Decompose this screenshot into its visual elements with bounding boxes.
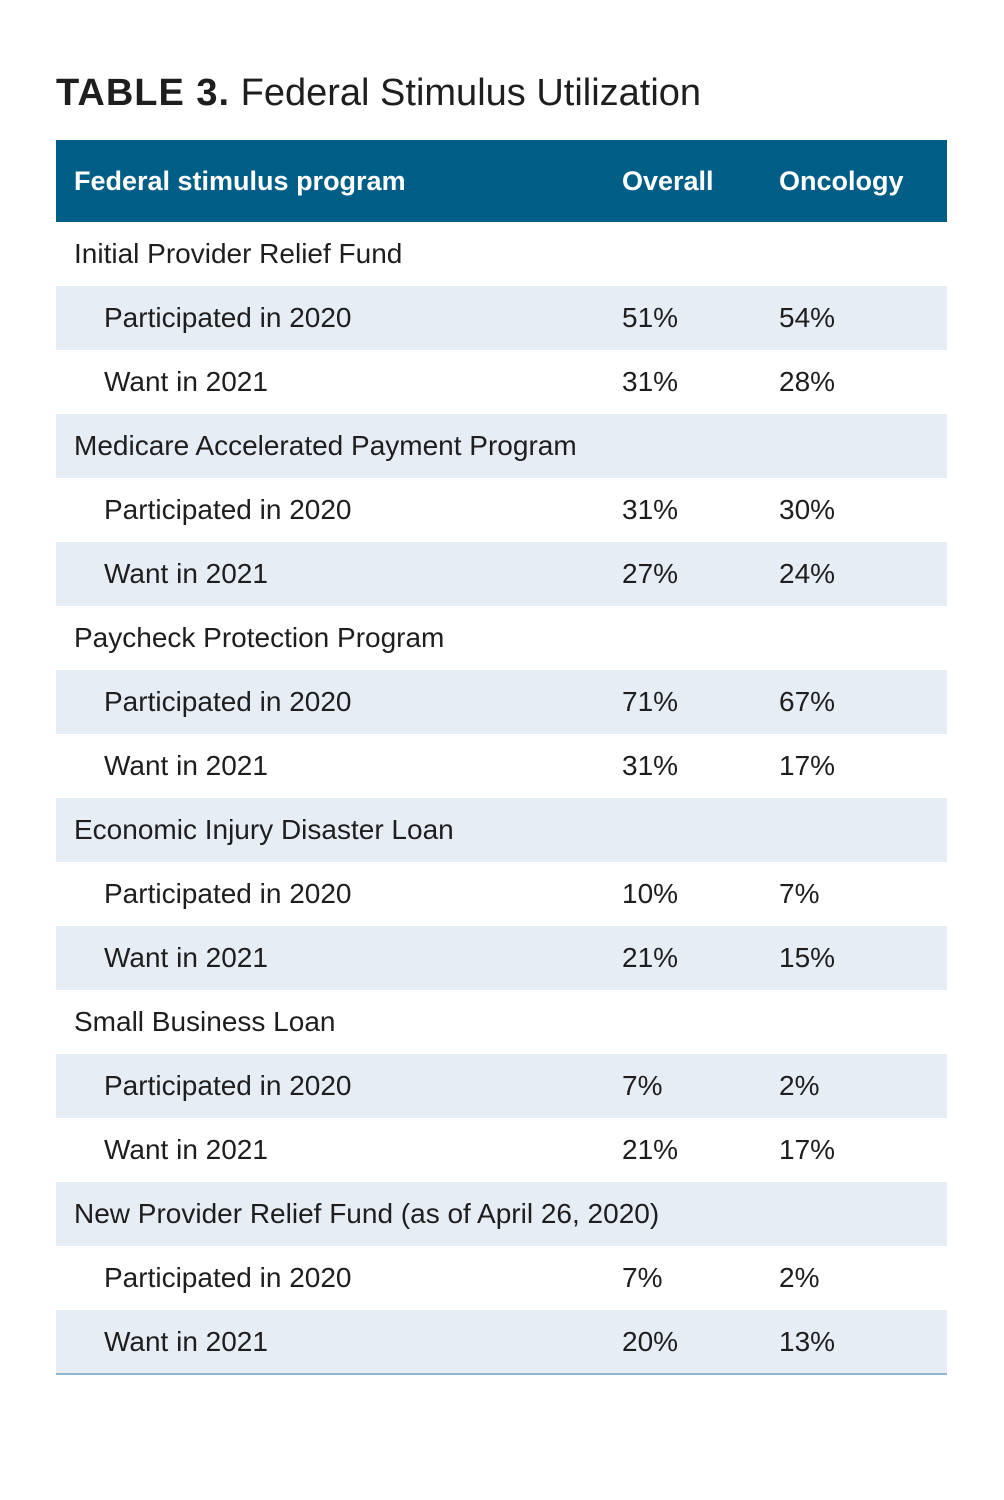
oncology-value: 2% bbox=[779, 1070, 820, 1101]
row-label: Want in 2021 bbox=[104, 366, 268, 397]
row-label: Want in 2021 bbox=[56, 1310, 604, 1375]
row-label: Want in 2021 bbox=[104, 1134, 268, 1165]
oncology-value: 67% bbox=[779, 686, 836, 717]
table-row: Want in 2021 31% 28% bbox=[56, 350, 947, 414]
row-label: Want in 2021 bbox=[104, 750, 268, 781]
row-label: Participated in 2020 bbox=[104, 1262, 352, 1293]
header-row: Federal stimulus program Overall Oncolog… bbox=[56, 140, 947, 222]
overall-value: 21% bbox=[622, 1134, 679, 1165]
oncology-value: 2% bbox=[779, 1262, 820, 1293]
oncology-value: 54% bbox=[779, 302, 836, 333]
table-number: TABLE 3. bbox=[56, 72, 231, 114]
overall-value: 31% bbox=[622, 494, 679, 525]
row-label: Want in 2021 bbox=[104, 942, 268, 973]
table-row: Participated in 2020 51% 54% bbox=[56, 286, 947, 350]
row-label: Participated in 2020 bbox=[104, 686, 352, 717]
header-overall: Overall bbox=[622, 165, 714, 196]
oncology-value: 15% bbox=[779, 942, 836, 973]
table-title: TABLE 3. Federal Stimulus Utilization bbox=[56, 70, 947, 116]
group-row: New Provider Relief Fund (as of April 26… bbox=[56, 1182, 947, 1246]
overall-value: 31% bbox=[622, 366, 679, 397]
overall-value: 21% bbox=[622, 942, 679, 973]
oncology-value: 17% bbox=[779, 1134, 836, 1165]
page: TABLE 3. Federal Stimulus Utilization Fe… bbox=[56, 0, 947, 1375]
table-row: Participated in 2020 31% 30% bbox=[56, 478, 947, 542]
overall-value: 7% bbox=[622, 1262, 663, 1293]
group-row: Small Business Loan bbox=[56, 990, 947, 1054]
group-name: Economic Injury Disaster Loan bbox=[74, 814, 454, 845]
group-row: Paycheck Protection Program bbox=[56, 606, 947, 670]
group-name: Paycheck Protection Program bbox=[74, 622, 445, 653]
overall-value: 20% bbox=[604, 1310, 761, 1375]
group-name: Small Business Loan bbox=[74, 1006, 336, 1037]
overall-value: 27% bbox=[622, 558, 679, 589]
table-row: Want in 2021 21% 15% bbox=[56, 926, 947, 990]
overall-value: 7% bbox=[622, 1070, 663, 1101]
group-name: Initial Provider Relief Fund bbox=[74, 238, 403, 269]
table-row: Want in 2021 27% 24% bbox=[56, 542, 947, 606]
oncology-value: 17% bbox=[779, 750, 836, 781]
header-oncology: Oncology bbox=[779, 165, 904, 196]
overall-value: 51% bbox=[622, 302, 679, 333]
group-row: Economic Injury Disaster Loan bbox=[56, 798, 947, 862]
table-row: Want in 2021 31% 17% bbox=[56, 734, 947, 798]
table-row: Participated in 2020 7% 2% bbox=[56, 1246, 947, 1310]
overall-value: 10% bbox=[622, 878, 679, 909]
row-label: Participated in 2020 bbox=[104, 302, 352, 333]
table-row: Participated in 2020 7% 2% bbox=[56, 1054, 947, 1118]
table-row: Want in 2021 20% 13% bbox=[56, 1310, 947, 1375]
row-label: Want in 2021 bbox=[104, 558, 268, 589]
overall-value: 31% bbox=[622, 750, 679, 781]
table-caption: Federal Stimulus Utilization bbox=[240, 72, 702, 114]
row-label: Participated in 2020 bbox=[104, 878, 352, 909]
group-row: Medicare Accelerated Payment Program bbox=[56, 414, 947, 478]
oncology-value: 7% bbox=[779, 878, 820, 909]
stimulus-table: Federal stimulus program Overall Oncolog… bbox=[56, 140, 947, 1375]
group-name: New Provider Relief Fund (as of April 26… bbox=[74, 1198, 660, 1229]
row-label: Participated in 2020 bbox=[104, 494, 352, 525]
table-row: Want in 2021 21% 17% bbox=[56, 1118, 947, 1182]
group-row: Initial Provider Relief Fund bbox=[56, 222, 947, 286]
table-row: Participated in 2020 71% 67% bbox=[56, 670, 947, 734]
row-label: Participated in 2020 bbox=[104, 1070, 352, 1101]
table-header: Federal stimulus program Overall Oncolog… bbox=[56, 140, 947, 222]
group-name: Medicare Accelerated Payment Program bbox=[74, 430, 577, 461]
oncology-value: 24% bbox=[779, 558, 836, 589]
oncology-value: 13% bbox=[761, 1310, 947, 1375]
oncology-value: 28% bbox=[779, 366, 836, 397]
table-body: Initial Provider Relief Fund Participated… bbox=[56, 222, 947, 1375]
header-program: Federal stimulus program bbox=[74, 165, 406, 196]
oncology-value: 30% bbox=[779, 494, 836, 525]
overall-value: 71% bbox=[622, 686, 679, 717]
table-row: Participated in 2020 10% 7% bbox=[56, 862, 947, 926]
